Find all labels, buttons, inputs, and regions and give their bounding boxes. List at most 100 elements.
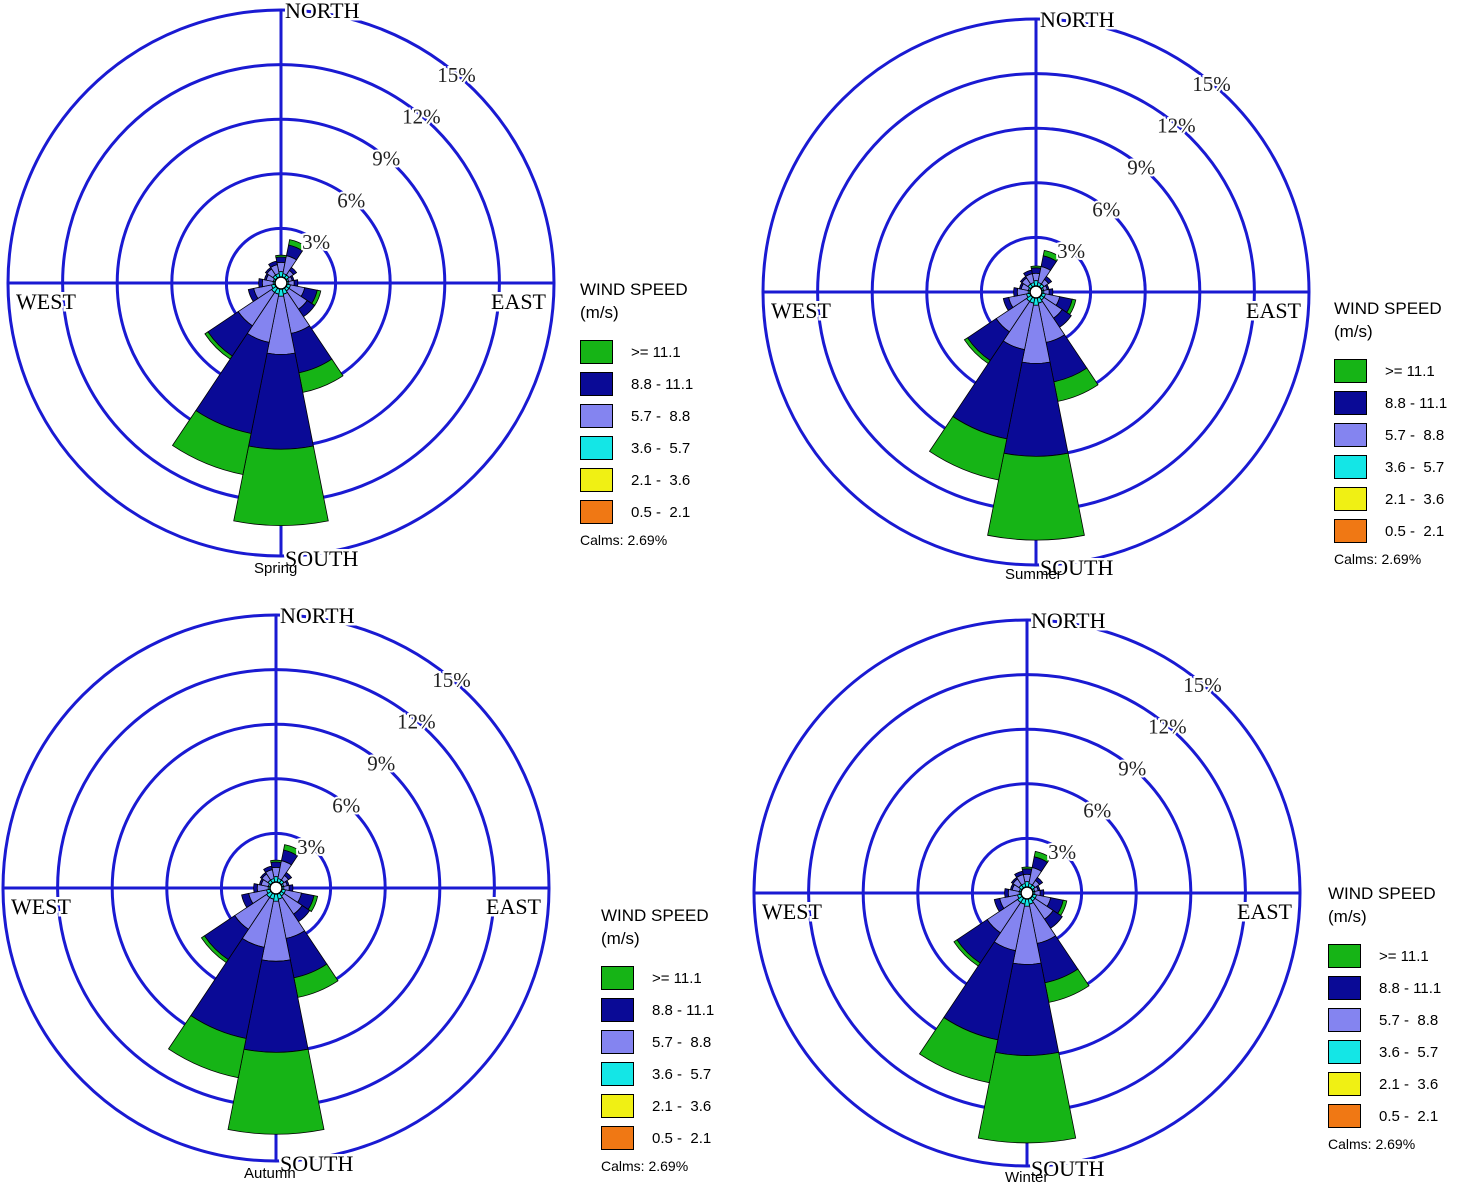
direction-label-north: NORTH [1031,608,1106,633]
legend-swatch [580,468,613,492]
legend-item: 8.8 - 11.1 [1334,387,1447,419]
legend-item: >= 11.1 [580,336,693,368]
petal-segment [953,939,981,967]
legend-label: 8.8 - 11.1 [1385,394,1448,412]
legend-label: 8.8 - 11.1 [1379,979,1442,997]
legend-label: 2.1 - 3.6 [1385,490,1445,508]
legend-item: 2.1 - 3.6 [580,464,693,496]
ring-label: 3% [297,835,325,859]
direction-label-east: EAST [1246,298,1302,323]
legend-calms: Calms: 2.69% [580,532,668,548]
legend-swatch [580,436,613,460]
petal-segment [928,415,1008,481]
direction-label-north: NORTH [280,603,355,628]
legend-title: WIND SPEED [1328,884,1436,903]
legend-label: 5.7 - 8.8 [652,1033,712,1051]
legend-swatch [601,998,634,1022]
legend-item: >= 11.1 [1334,355,1447,387]
legend-title: WIND SPEED [601,906,709,925]
petal-segment [1034,876,1044,886]
legend-item: 8.8 - 11.1 [1328,972,1441,1004]
direction-label-east: EAST [1237,899,1293,924]
petal-segment [1042,249,1061,262]
direction-label-west: WEST [762,899,822,924]
wind-rose-panel-autumn: 3% 6% 9% 12% 15% NORTH SOUTH EAST WEST Autumn WI… [1,603,715,1182]
ring-label: 12% [397,710,436,734]
petal-segment [258,278,264,288]
direction-label-south: SOUTH [285,546,358,571]
legend-swatch [1334,423,1367,447]
wind-rose-chart-autumn: 3% 6% 9%12% 15% NORTH SOUTH EAST WEST [1,603,551,1176]
legend-swatch [1334,519,1367,543]
petal-segment [1014,870,1024,878]
legend-swatch [580,372,613,396]
legend-label: 2.1 - 3.6 [652,1097,712,1115]
legend-item: 3.6 - 5.7 [601,1058,714,1090]
calm-circle [1029,285,1043,299]
ring-label: 3% [1057,239,1085,263]
legend-label: 3.6 - 5.7 [631,439,691,457]
legend-swatch [1334,391,1367,415]
legend-item: 2.1 - 3.6 [601,1090,714,1122]
legend-item: 5.7 - 8.8 [1328,1004,1441,1036]
ring-label: 12% [402,105,441,129]
direction-label-west: WEST [16,289,76,314]
legend-label: 3.6 - 5.7 [1385,458,1445,476]
legend-swatch [1328,1008,1361,1032]
legend-swatch [1334,487,1367,511]
legend-swatch [580,500,613,524]
petal-segment [171,410,252,475]
legend-label: 3.6 - 5.7 [652,1065,712,1083]
ring-label: 6% [332,793,360,817]
legend-swatch [580,340,613,364]
legend: WIND SPEED (m/s) >= 11.1 8.8 - 11.1 5.7 … [1334,297,1447,567]
legend-item: 3.6 - 5.7 [1334,451,1447,483]
petal-segment [227,1048,325,1135]
petal-segment [288,266,298,276]
ring-label: 6% [1092,197,1120,221]
legend-label: >= 11.1 [1379,947,1429,965]
legend-unit: (m/s) [601,929,640,948]
legend-item: 3.6 - 5.7 [1328,1036,1441,1068]
legend-swatch [1328,976,1361,1000]
legend: WIND SPEED (m/s) >= 11.1 8.8 - 11.1 5.7 … [580,278,693,548]
legend-swatch [1328,1104,1361,1128]
legend-item: 5.7 - 8.8 [1334,419,1447,451]
legend-label: 0.5 - 2.1 [652,1129,712,1147]
ring-label: 15% [1183,673,1222,697]
legend-label: >= 11.1 [652,969,702,987]
calm-circle [269,881,283,895]
season-label: Winter [1005,1169,1049,1186]
legend-swatch [1334,455,1367,479]
legend-swatch [580,404,613,428]
petal-segment [977,1051,1077,1144]
ring-label: 3% [1048,840,1076,864]
legend-item: 5.7 - 8.8 [601,1026,714,1058]
ring-label: 15% [432,668,471,692]
direction-label-north: NORTH [1040,7,1115,32]
petal-segment [283,844,302,857]
legend-item: 3.6 - 5.7 [580,432,693,464]
legend-title: WIND SPEED [580,280,688,299]
legend-label: 5.7 - 8.8 [631,407,691,425]
petal-segment [993,897,1005,913]
direction-label-south: SOUTH [1040,555,1113,580]
legend: WIND SPEED (m/s) >= 11.1 8.8 - 11.1 5.7 … [1328,882,1441,1152]
ring-label: 9% [1118,757,1146,781]
legend-label: 8.8 - 11.1 [652,1001,715,1019]
legend-item: 0.5 - 2.1 [1334,515,1447,547]
legend-calms: Calms: 2.69% [1334,551,1422,567]
legend-label: 2.1 - 3.6 [1379,1075,1439,1093]
legend-swatch [1334,359,1367,383]
petal-segment [987,452,1085,541]
petal-segment [263,865,273,873]
legend-item: >= 11.1 [601,962,714,994]
legend-swatch [601,1062,634,1086]
legend-item: 8.8 - 11.1 [580,368,693,400]
legend-swatch [601,1030,634,1054]
legend-unit: (m/s) [1328,907,1367,926]
petal-segment [204,331,233,360]
legend-swatch [601,1126,634,1150]
petal-segment [283,871,293,881]
